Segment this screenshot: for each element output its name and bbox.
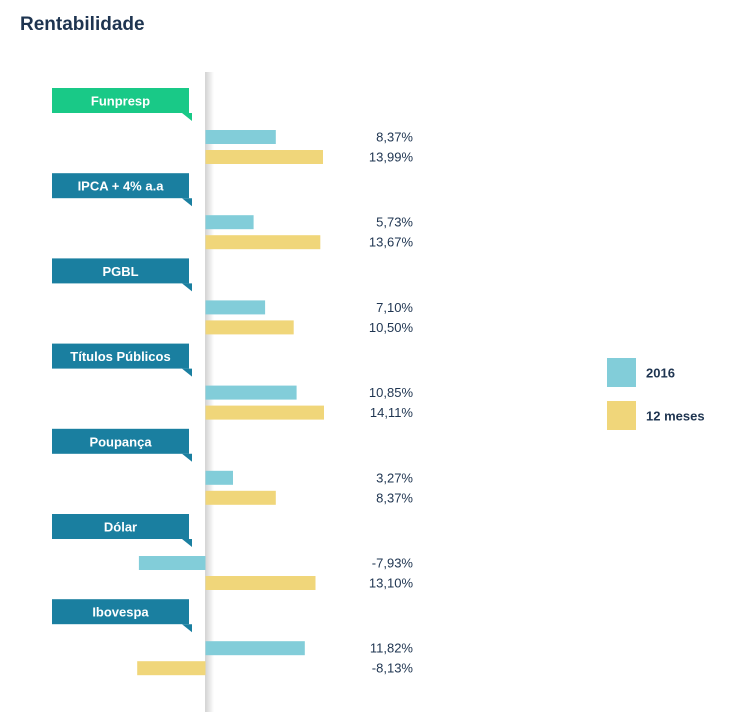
data-label: 10,50% xyxy=(369,320,414,335)
bar xyxy=(205,150,323,164)
bars-layer xyxy=(137,130,324,676)
category-label-text: Funpresp xyxy=(91,94,150,109)
category-label: Poupança xyxy=(52,428,192,462)
legend-entry: 2016 xyxy=(646,366,675,381)
bar xyxy=(205,490,276,505)
bar xyxy=(205,215,254,230)
data-label: 5,73% xyxy=(376,215,413,230)
bar xyxy=(205,576,316,590)
chart-title: Rentabilidade xyxy=(20,14,145,35)
data-label: 11,82% xyxy=(370,641,414,656)
values-layer: 8,37% 13,99% 5,73% 13,67% 7,10% 10,50% 10,85% 1… xyxy=(369,130,414,676)
category-label-text: Ibovespa xyxy=(92,605,149,620)
category-label-text: Dólar xyxy=(104,520,137,535)
category-label: Funpresp xyxy=(52,88,192,121)
data-label: 8,37% xyxy=(376,130,413,145)
data-label: 8,37% xyxy=(376,490,413,505)
category-label-text: IPCA + 4% a.a xyxy=(78,179,165,194)
categories-layer: Funpresp IPCA + 4% a.a PGBL Títulos Público… xyxy=(52,88,192,633)
category-label: PGBL xyxy=(52,258,192,292)
legend-swatch xyxy=(607,358,636,387)
category-label: IPCA + 4% a.a xyxy=(52,173,192,207)
category-label: Títulos Públicos xyxy=(52,343,192,377)
bar xyxy=(137,661,206,676)
bar xyxy=(205,130,276,144)
data-label: 13,99% xyxy=(369,150,414,165)
data-label: 14,11% xyxy=(370,405,414,420)
data-label: 13,10% xyxy=(369,576,414,591)
data-label: 10,85% xyxy=(369,385,414,400)
data-label: -7,93% xyxy=(372,556,414,571)
bar xyxy=(205,641,305,656)
category-label-text: Títulos Públicos xyxy=(70,349,170,364)
category-label-text: PGBL xyxy=(102,264,138,279)
data-label: 13,67% xyxy=(369,235,414,250)
category-label-text: Poupança xyxy=(89,434,152,449)
bar xyxy=(205,300,266,315)
bar xyxy=(205,470,233,485)
bar xyxy=(138,556,206,570)
data-label: 3,27% xyxy=(376,470,413,485)
bar xyxy=(205,235,321,250)
legend-entry: 12 meses xyxy=(646,409,705,424)
data-label: 7,10% xyxy=(376,300,413,315)
legend-swatch xyxy=(607,401,636,430)
bar xyxy=(205,405,324,420)
bar xyxy=(205,320,294,335)
data-label: -8,13% xyxy=(372,661,414,676)
category-label: Dólar xyxy=(52,514,192,547)
bar xyxy=(205,385,297,400)
category-label: Ibovespa xyxy=(52,599,192,633)
legend: 2016 12 meses xyxy=(607,358,705,430)
